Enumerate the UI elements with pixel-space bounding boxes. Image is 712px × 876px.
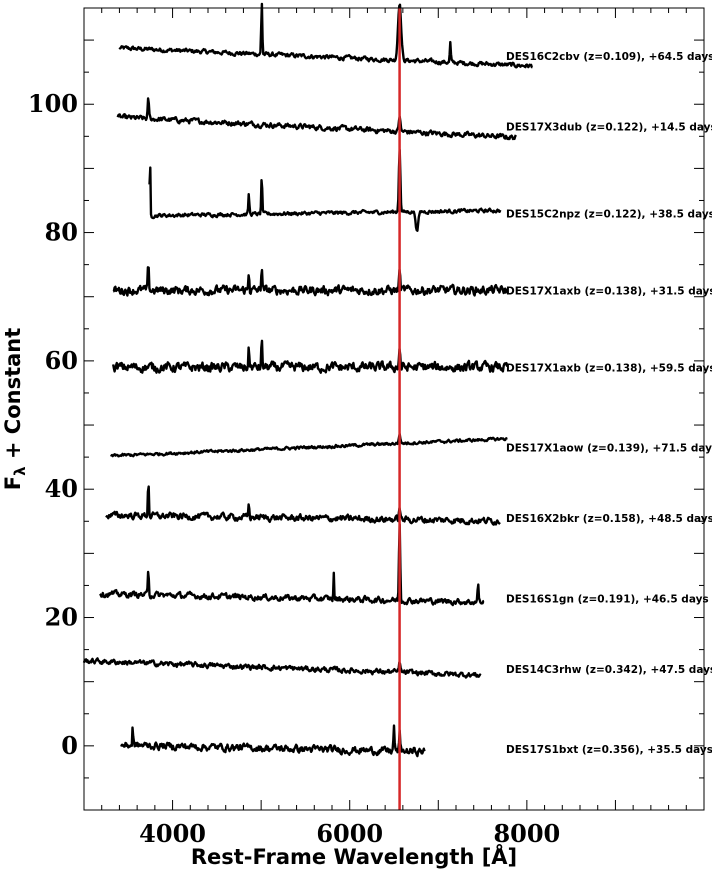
spectrum-line-3 (148, 148, 502, 232)
spectrum-line-6 (110, 432, 508, 458)
tick-layer: 4000 6000 8000 0 20 40 60 80 100 (28, 7, 705, 848)
y-tick-label: 0 (61, 731, 78, 760)
spectrum-line-10 (120, 724, 426, 758)
spectrum-label-10: DES17S1bxt (z=0.356), +35.5 days (506, 744, 712, 756)
series-label-layer: DES16C2cbv (z=0.109), +64.5 days DES17X3d… (506, 51, 712, 756)
y-tick-label: 20 (45, 603, 78, 632)
y-axis-title-rest: + Constant (1, 328, 25, 467)
x-tick-label: 6000 (316, 819, 383, 848)
y-tick-label: 40 (45, 474, 78, 503)
x-tick-label: 8000 (493, 819, 560, 848)
spectrum-label-6: DES17X1aow (z=0.139), +71.5 days (506, 442, 712, 454)
spectrum-label-5: DES17X1axb (z=0.138), +59.5 days (506, 362, 712, 374)
spectrum-label-2: DES17X3dub (z=0.122), +14.5 days (506, 122, 712, 134)
spectrum-line-1 (118, 2, 533, 69)
spectrum-line-7 (105, 485, 501, 526)
spectrum-label-8: DES16S1gn (z=0.191), +46.5 days (506, 593, 709, 605)
y-axis-title-subscript: λ (11, 466, 29, 476)
spectrum-label-1: DES16C2cbv (z=0.109), +64.5 days (506, 51, 712, 63)
spectrum-label-3: DES15C2npz (z=0.122), +38.5 days (506, 208, 712, 220)
spectrum-label-9: DES14C3rhw (z=0.342), +47.5 days (506, 664, 712, 676)
spectrum-line-2 (116, 97, 517, 141)
y-axis-title-main: F (1, 476, 25, 490)
spectrum-line-8 (99, 523, 485, 607)
y-tick-label: 60 (45, 346, 78, 375)
x-axis-title: Rest-Frame Wavelength [Å] (191, 844, 517, 869)
series-layer (82, 2, 533, 758)
spectrum-label-4: DES17X1axb (z=0.138), +31.5 days (506, 285, 712, 297)
spectrum-line-9 (82, 657, 482, 679)
y-axis-title: Fλ + Constant (1, 328, 29, 491)
spectrum-line-5 (112, 339, 509, 374)
plot-frame (83, 7, 705, 811)
y-tick-label: 100 (28, 89, 78, 118)
spectrum-line-4 (112, 266, 509, 297)
x-tick-label: 4000 (139, 819, 206, 848)
spectrum-label-7: DES16X2bkr (z=0.158), +48.5 days (506, 513, 712, 525)
y-tick-label: 80 (45, 218, 78, 247)
